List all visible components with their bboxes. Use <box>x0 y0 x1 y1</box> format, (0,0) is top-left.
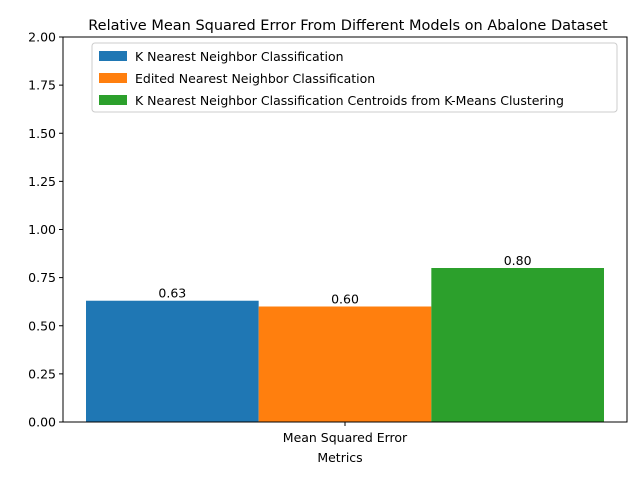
legend-entry-1: K Nearest Neighbor Classification <box>135 49 344 64</box>
y-tick-label: 1.75 <box>28 78 56 93</box>
x-tick-label: Mean Squared Error <box>283 430 408 445</box>
bar-1 <box>86 300 259 422</box>
legend-swatch-3 <box>99 95 127 105</box>
y-tick-label: 1.00 <box>28 222 56 237</box>
y-tick-label: 0.00 <box>28 415 56 430</box>
bar-value-label: 0.63 <box>158 286 186 301</box>
y-tick-label: 0.75 <box>28 270 56 285</box>
bar-2 <box>258 306 432 422</box>
y-tick-label: 2.00 <box>28 30 56 45</box>
bar-3 <box>431 268 604 422</box>
legend-entry-3: K Nearest Neighbor Classification Centro… <box>135 93 564 108</box>
y-tick-label: 0.25 <box>28 366 56 381</box>
legend-swatch-1 <box>99 51 127 61</box>
x-axis: Mean Squared Error <box>283 422 408 445</box>
chart-title: Relative Mean Squared Error From Differe… <box>88 18 608 34</box>
y-tick-label: 1.25 <box>28 174 56 189</box>
plot-area: 0.63 0.60 0.80 <box>86 253 604 422</box>
legend: K Nearest Neighbor Classification Edited … <box>91 42 618 113</box>
y-tick-label: 1.50 <box>28 126 56 141</box>
bar-value-label: 0.60 <box>331 292 359 307</box>
x-axis-label: Metrics <box>317 450 362 465</box>
y-axis: 0.00 0.25 0.50 0.75 1.00 1.25 1.50 1.75 2.00 <box>28 30 63 430</box>
legend-box <box>91 42 618 113</box>
legend-entry-2: Edited Nearest Neighbor Classification <box>135 71 375 86</box>
legend-swatch-2 <box>99 73 127 83</box>
y-tick-label: 0.50 <box>28 318 56 333</box>
bar-value-label: 0.80 <box>504 253 532 268</box>
